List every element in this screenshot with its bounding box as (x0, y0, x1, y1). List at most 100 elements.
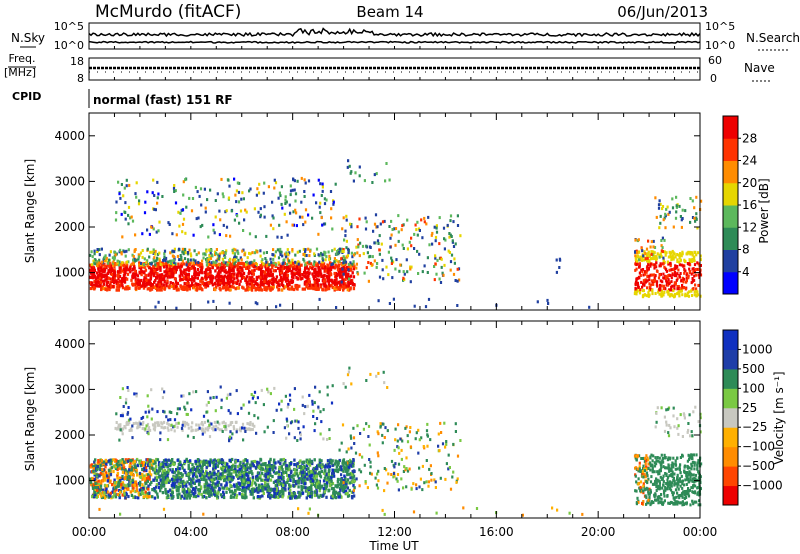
range-cell (294, 468, 297, 472)
range-cell (272, 227, 275, 231)
range-cell (344, 270, 347, 274)
range-cell (348, 488, 351, 493)
range-cell (638, 262, 641, 266)
range-cell (260, 478, 263, 482)
range-cell (251, 283, 254, 287)
range-cell (280, 202, 283, 206)
range-cell (128, 480, 131, 484)
range-cell (282, 479, 285, 484)
range-cell (219, 278, 222, 282)
range-cell (200, 266, 203, 270)
range-cell (161, 469, 165, 473)
range-cell (420, 218, 423, 222)
range-cell (305, 265, 308, 269)
range-cell (286, 273, 289, 277)
range-cell (288, 251, 291, 255)
range-cell (697, 283, 700, 287)
range-cell (106, 284, 110, 288)
range-cell (141, 473, 144, 477)
range-cell (227, 465, 231, 469)
range-cell (674, 282, 677, 286)
range-cell (690, 272, 693, 276)
range-cell (328, 284, 332, 288)
range-cell (301, 473, 305, 478)
range-cell (176, 281, 180, 286)
range-cell (314, 275, 317, 279)
range-cell (265, 251, 268, 254)
range-cell (193, 487, 197, 491)
range-cell (190, 266, 193, 270)
range-cell (678, 288, 681, 292)
range-cell (335, 285, 338, 289)
range-cell (203, 477, 206, 482)
range-cell (658, 283, 662, 287)
range-cell (301, 276, 304, 280)
range-cell (662, 256, 665, 260)
range-cell (162, 259, 165, 262)
range-cell (199, 486, 203, 490)
range-cell (672, 251, 675, 255)
range-cell (285, 220, 288, 224)
range-cell (93, 258, 96, 262)
range-cell (192, 477, 195, 481)
range-cell (144, 284, 147, 288)
range-cell (304, 489, 308, 493)
range-cell (252, 283, 256, 287)
range-cell (683, 277, 686, 281)
range-cell (660, 294, 663, 298)
range-cell (138, 263, 141, 267)
range-cell (169, 459, 172, 463)
range-cell (227, 261, 230, 265)
range-cell (681, 284, 684, 287)
range-cell (115, 262, 118, 267)
range-cell (304, 250, 307, 254)
range-cell (225, 483, 228, 487)
range-cell (662, 260, 665, 264)
range-cell (696, 261, 699, 265)
range-cell (689, 220, 692, 224)
range-cell (342, 261, 345, 265)
colorbar-swatch (723, 227, 738, 250)
range-cell (105, 462, 108, 466)
range-cell (113, 268, 116, 272)
range-cell (193, 481, 196, 485)
range-cell (173, 190, 176, 193)
range-cell (659, 262, 662, 266)
range-cell (221, 257, 224, 261)
range-cell (314, 284, 317, 288)
range-cell (147, 278, 150, 282)
range-cell (243, 475, 246, 479)
range-cell (183, 281, 186, 286)
range-cell (286, 473, 289, 477)
range-cell (218, 209, 221, 213)
range-cell (128, 466, 131, 470)
range-cell (291, 248, 294, 251)
range-cell (349, 261, 352, 265)
range-cell (154, 279, 157, 283)
range-cell (181, 285, 185, 289)
range-cell (89, 275, 93, 279)
range-cell (303, 268, 307, 273)
range-cell (235, 459, 238, 463)
range-cell (204, 206, 207, 210)
range-cell (269, 457, 272, 461)
range-cell (154, 285, 157, 289)
range-cell (245, 495, 248, 499)
range-cell (164, 487, 167, 492)
range-cell (90, 281, 94, 285)
range-cell (138, 459, 141, 463)
range-cell (642, 279, 645, 283)
range-cell (251, 472, 254, 476)
range-cell (204, 283, 208, 287)
range-cell (173, 485, 177, 489)
range-cell (274, 495, 278, 499)
range-cell (102, 495, 105, 499)
range-cell (230, 268, 233, 272)
range-cell (267, 185, 270, 189)
range-cell (295, 268, 298, 272)
range-cell (435, 230, 439, 234)
range-cell (122, 466, 126, 470)
range-cell (228, 184, 231, 188)
range-cell (234, 466, 237, 470)
range-cell (163, 274, 166, 278)
